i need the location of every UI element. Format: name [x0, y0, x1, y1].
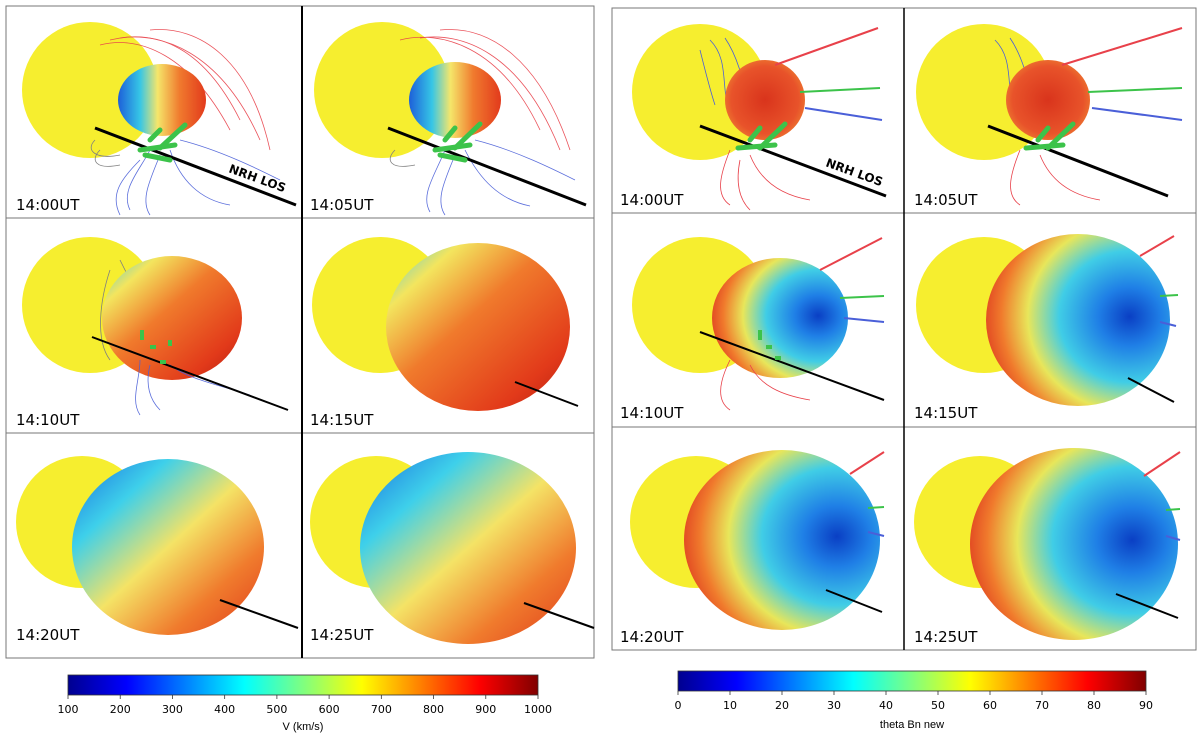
right-colorbar-tick-label: 50 — [931, 699, 945, 712]
right-colorbar-tick-label: 90 — [1139, 699, 1153, 712]
left-colorbar-ticks: 100 200 300 400 500 600 700 800 900 1000 — [58, 695, 552, 716]
right-panel-time-label: 14:00UT — [620, 191, 684, 209]
left-panel-time-label: 14:00UT — [16, 196, 80, 214]
left-colorbar-tick-label: 800 — [423, 703, 444, 716]
left-colorbar-tick-label: 200 — [110, 703, 131, 716]
right-panel-1420: 14:20UT — [620, 450, 885, 646]
left-colorbar-tick-label: 900 — [475, 703, 496, 716]
left-panel-1425: 14:25UT — [310, 452, 595, 644]
left-panel-time-label: 14:25UT — [310, 626, 374, 644]
right-colorbar-ticks: 0 10 20 30 40 50 60 70 80 90 — [675, 691, 1153, 712]
left-colorbar-tick-label: 100 — [58, 703, 79, 716]
right-colorbar-label: theta Bn new — [880, 719, 944, 731]
right-panel-time-label: 14:25UT — [914, 628, 978, 646]
right-panel-time-label: 14:15UT — [914, 404, 978, 422]
left-colorbar-tick-label: 1000 — [524, 703, 552, 716]
left-colorbar-tick-label: 700 — [371, 703, 392, 716]
right-colorbar-tick-label: 10 — [723, 699, 737, 712]
left-colorbar-tick-label: 400 — [214, 703, 235, 716]
left-panel-1405: 14:05UT — [310, 22, 587, 216]
left-panel-1410: 14:10UT — [16, 237, 289, 429]
left-colorbar-tick-label: 500 — [266, 703, 287, 716]
right-panel-time-label: 14:20UT — [620, 628, 684, 646]
left-panel-time-label: 14:05UT — [310, 196, 374, 214]
left-colorbar-tick-label: 600 — [319, 703, 340, 716]
right-panel-1415: 14:15UT — [914, 234, 1179, 422]
right-panel-time-label: 14:10UT — [620, 404, 684, 422]
left-panel-1415: 14:15UT — [310, 237, 579, 429]
right-colorbar-tick-label: 20 — [775, 699, 789, 712]
left-colorbar-label: V (km/s) — [283, 721, 324, 733]
left-colorbar: 100 200 300 400 500 600 700 800 900 1000 V (km/s) — [58, 674, 552, 733]
right-colorbar-tick-label: 70 — [1035, 699, 1049, 712]
left-panel-time-label: 14:20UT — [16, 626, 80, 644]
right-colorbar-tick-label: 0 — [675, 699, 682, 712]
right-colorbar-tick-label: 30 — [827, 699, 841, 712]
right-figure: NRH LOS 14:00UT 14:05UT — [611, 7, 1197, 731]
left-panel-time-label: 14:15UT — [310, 411, 374, 429]
right-panel-1400: NRH LOS 14:00UT — [620, 24, 887, 211]
right-colorbar-tick-label: 80 — [1087, 699, 1101, 712]
left-figure: NRH LOS 14:00UT 14:05UT — [5, 5, 595, 733]
right-colorbar-tick-label: 60 — [983, 699, 997, 712]
left-panel-time-label: 14:10UT — [16, 411, 80, 429]
right-colorbar-tick-label: 40 — [879, 699, 893, 712]
left-colorbar-tick-label: 300 — [162, 703, 183, 716]
left-panel-1420: 14:20UT — [16, 456, 299, 644]
right-panel-1425: 14:25UT — [914, 448, 1181, 646]
right-colorbar: 0 10 20 30 40 50 60 70 80 90 theta Bn new — [675, 670, 1153, 731]
right-panel-time-label: 14:05UT — [914, 191, 978, 209]
right-panel-1405: 14:05UT — [914, 24, 1183, 209]
right-panel-1410: 14:10UT — [620, 237, 885, 422]
